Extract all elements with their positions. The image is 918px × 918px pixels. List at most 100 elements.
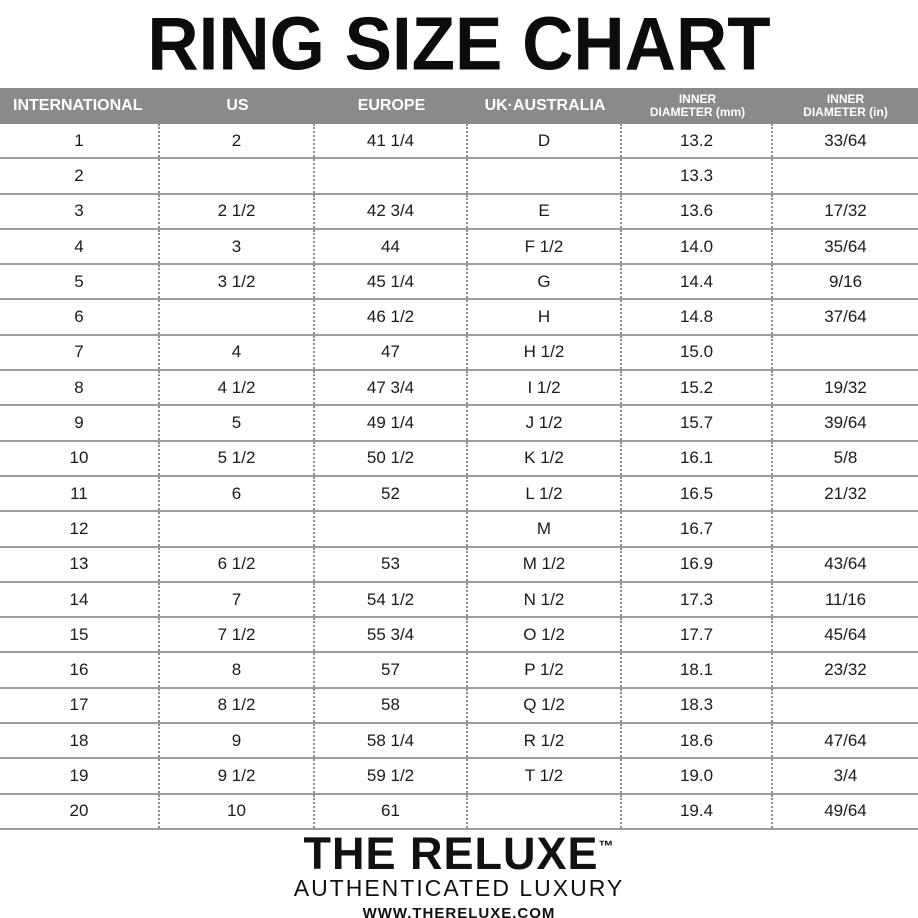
cell-inner-diameter-in <box>773 512 918 545</box>
column-header-inner-diameter-in: INNER DIAMETER (in) <box>773 88 918 124</box>
cell-inner-diameter-mm: 16.1 <box>622 441 773 475</box>
cell-inner-diameter-mm: 17.3 <box>622 582 773 617</box>
cell-international: 15 <box>0 618 160 652</box>
cell-uk-australia: O 1/2 <box>468 618 622 652</box>
cell-inner-diameter-mm: 18.6 <box>622 724 773 758</box>
cell-us: 9 <box>160 724 315 758</box>
cell-inner-diameter-in <box>773 689 918 722</box>
table-row: 10 5 1/2 50 1/2 K 1/2 16.1 5/8 <box>0 441 918 477</box>
table-row: 12 M 16.7 <box>0 512 918 548</box>
column-header-label-line1: INNER <box>826 92 865 107</box>
cell-inner-diameter-mm: 19.0 <box>622 759 773 793</box>
table-row: 14 7 54 1/2 N 1/2 17.3 11/16 <box>0 582 918 619</box>
cell-uk-australia <box>468 794 622 828</box>
cell-europe: 41 1/4 <box>315 124 468 158</box>
cell-inner-diameter-in: 33/64 <box>824 130 867 150</box>
cell-europe: 59 1/2 <box>315 759 468 793</box>
cell-inner-diameter-mm: 14.4 <box>622 265 773 299</box>
cell-europe: 45 1/4 <box>315 265 468 299</box>
cell-us: 8 <box>160 653 315 687</box>
table-row: 7 4 47 H 1/2 15.0 <box>0 335 918 372</box>
column-header-us: US <box>160 88 315 124</box>
cell-uk-australia: N 1/2 <box>468 582 622 617</box>
cell-inner-diameter-in <box>773 336 918 369</box>
cell-inner-diameter-mm: 15.0 <box>622 335 773 370</box>
cell-us: 5 <box>160 406 315 440</box>
cell-europe: 58 <box>315 688 468 723</box>
table-row: 20 10 61 19.4 49/64 <box>0 794 918 830</box>
cell-us: 10 <box>160 794 315 828</box>
table-row: 2 13.3 <box>0 159 918 195</box>
cell-inner-diameter-mm: 13.6 <box>622 194 773 228</box>
table-row: 15 7 1/2 55 3/4 O 1/2 17.7 45/64 <box>0 618 918 654</box>
cell-inner-diameter-in: 5/8 <box>833 448 858 468</box>
column-header-label-line2: DIAMETER (in) <box>803 105 888 119</box>
cell-international: 11 <box>0 476 160 511</box>
page-title: RING SIZE CHART <box>147 2 771 86</box>
cell-uk-australia: D <box>468 124 622 158</box>
table-body: 1 2 41 1/4 D 13.2 33/64 2 13.3 3 2 1/2 42 3/4 E 13.6… <box>0 124 918 830</box>
cell-europe: 55 3/4 <box>315 618 468 652</box>
cell-uk-australia: E <box>468 194 622 228</box>
cell-europe: 47 3/4 <box>315 371 468 405</box>
cell-europe <box>315 159 468 193</box>
column-header-europe: EUROPE <box>315 88 468 124</box>
table-row: 16 8 57 P 1/2 18.1 23/32 <box>0 653 918 689</box>
cell-us: 7 1/2 <box>160 618 315 652</box>
footer: THE RELUXE™ AUTHENTICATED LUXURY WWW.THE… <box>0 830 918 918</box>
cell-uk-australia: I 1/2 <box>468 371 622 405</box>
table-row: 9 5 49 1/4 J 1/2 15.7 39/64 <box>0 406 918 442</box>
cell-europe: 50 1/2 <box>315 441 468 475</box>
cell-us <box>160 300 315 334</box>
table-row: 11 6 52 L 1/2 16.5 21/32 <box>0 476 918 513</box>
column-header-label: EUROPE <box>357 96 426 114</box>
cell-us: 8 1/2 <box>160 688 315 723</box>
cell-uk-australia: H 1/2 <box>468 335 622 370</box>
cell-europe: 54 1/2 <box>315 582 468 617</box>
column-header-label: UK·AUSTRALIA <box>484 96 606 114</box>
cell-uk-australia: M <box>468 512 622 546</box>
cell-international: 8 <box>0 371 160 405</box>
cell-us: 7 <box>160 582 315 617</box>
cell-international: 5 <box>0 265 160 299</box>
cell-international: 2 <box>0 159 160 193</box>
cell-us: 6 <box>160 476 315 511</box>
column-header-label-line1: INNER <box>678 92 717 107</box>
column-header-uk-australia: UK·AUSTRALIA <box>468 88 622 124</box>
cell-us <box>160 512 315 546</box>
table-header: INTERNATIONAL US EUROPE UK·AUSTRALIA INN… <box>0 88 918 124</box>
cell-international: 6 <box>0 300 160 334</box>
cell-international: 9 <box>0 406 160 440</box>
cell-international: 13 <box>0 547 160 581</box>
cell-inner-diameter-mm: 15.2 <box>622 371 773 405</box>
cell-europe: 44 <box>315 229 468 264</box>
cell-us: 5 1/2 <box>160 441 315 475</box>
cell-inner-diameter-mm: 16.5 <box>622 476 773 511</box>
cell-uk-australia: P 1/2 <box>468 653 622 687</box>
cell-europe: 47 <box>315 335 468 370</box>
cell-inner-diameter-mm: 18.3 <box>622 688 773 723</box>
cell-international: 7 <box>0 335 160 370</box>
cell-international: 14 <box>0 582 160 617</box>
cell-uk-australia: J 1/2 <box>468 406 622 440</box>
cell-inner-diameter-in: 17/32 <box>824 201 867 221</box>
cell-inner-diameter-mm: 17.7 <box>622 618 773 652</box>
cell-uk-australia: H <box>468 300 622 334</box>
cell-international: 16 <box>0 653 160 687</box>
cell-europe: 42 3/4 <box>315 194 468 228</box>
cell-international: 17 <box>0 688 160 723</box>
column-header-inner-diameter-mm: INNER DIAMETER (mm) <box>622 88 773 124</box>
column-header-label-line2: DIAMETER (mm) <box>649 105 746 119</box>
cell-inner-diameter-in: 39/64 <box>824 413 867 433</box>
cell-international: 3 <box>0 194 160 228</box>
cell-uk-australia: T 1/2 <box>468 759 622 793</box>
cell-international: 12 <box>0 512 160 546</box>
column-header-label: US <box>226 96 249 114</box>
cell-inner-diameter-mm: 14.0 <box>622 229 773 264</box>
cell-inner-diameter-in: 21/32 <box>824 483 867 503</box>
cell-europe: 57 <box>315 653 468 687</box>
cell-inner-diameter-mm: 15.7 <box>622 406 773 440</box>
